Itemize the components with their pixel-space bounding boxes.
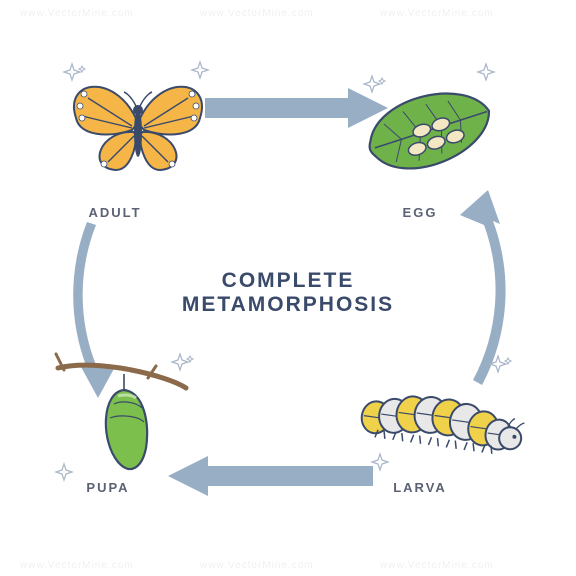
- cycle-arrow-1: [460, 190, 506, 385]
- cycle-arrow-0: [205, 88, 388, 128]
- sparkle-icon: [364, 76, 385, 92]
- sparkle-icon: [372, 454, 388, 470]
- cycle-arrow-3: [73, 222, 116, 398]
- chrysalis-icon: [56, 354, 186, 469]
- sparkle-icon: [192, 62, 208, 78]
- title-line-2: METAMORPHOSIS: [182, 293, 394, 317]
- label-larva: LARVA: [393, 480, 447, 495]
- leaf-eggs-icon: [359, 78, 499, 182]
- diagram-title: COMPLETE METAMORPHOSIS: [182, 269, 394, 317]
- cycle-arrow-2: [168, 456, 373, 496]
- butterfly-icon: [74, 87, 202, 170]
- label-pupa: PUPA: [86, 480, 129, 495]
- sparkle-icon: [172, 354, 193, 370]
- label-egg: EGG: [403, 205, 438, 220]
- caterpillar-icon: [359, 388, 526, 458]
- sparkle-icon: [64, 64, 85, 80]
- sparkle-icon: [56, 464, 72, 480]
- label-adult: ADULT: [88, 205, 141, 220]
- sparkle-icon: [478, 64, 494, 80]
- title-line-1: COMPLETE: [182, 269, 394, 293]
